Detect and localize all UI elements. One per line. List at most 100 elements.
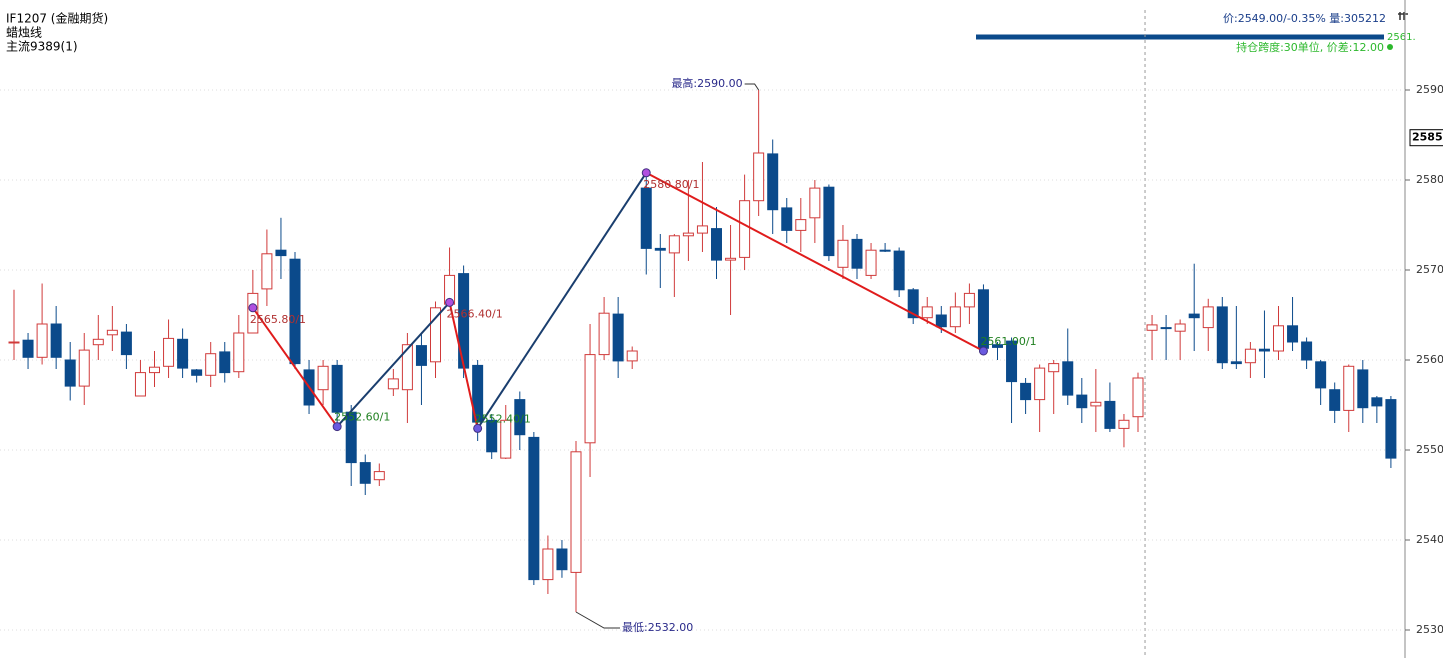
candle-body xyxy=(556,548,568,571)
y-tick-label: 2560 xyxy=(1416,353,1443,366)
candle-body xyxy=(809,187,821,219)
zigzag-point xyxy=(473,423,483,433)
candle-body xyxy=(134,372,146,397)
candle-body xyxy=(753,152,765,202)
candle-body xyxy=(626,350,638,362)
candle-body xyxy=(1132,377,1144,418)
candle-body xyxy=(1230,361,1242,365)
candle-body xyxy=(1216,306,1228,364)
candle-body xyxy=(472,364,484,423)
y-tick-label: 2570 xyxy=(1416,263,1443,276)
candle-body xyxy=(486,419,498,453)
candle-body xyxy=(78,349,90,387)
candle-body xyxy=(1104,400,1116,429)
contract: 主流9389(1) xyxy=(6,40,78,54)
candle-body xyxy=(1174,323,1186,332)
candle-body xyxy=(261,253,273,290)
candle-body xyxy=(992,344,1003,348)
candle-body xyxy=(921,306,933,319)
candle-body xyxy=(725,257,737,261)
candle-body xyxy=(1357,369,1369,409)
candle-body xyxy=(205,353,217,376)
candle-body xyxy=(1301,341,1313,361)
quote: 价:2549.00/-0.35% 量:305212 xyxy=(1223,12,1386,25)
candle-body xyxy=(191,369,203,376)
zigzag-point xyxy=(248,303,258,313)
span-info: 持仓跨度:30单位, 价差:12.00 xyxy=(1236,40,1384,54)
zigzag-label: 2552.40/1 xyxy=(475,412,531,425)
candle-body xyxy=(331,364,343,413)
candle-body xyxy=(528,436,540,581)
candle-body xyxy=(711,228,722,261)
candle-body xyxy=(612,313,624,362)
candle-body xyxy=(64,359,76,387)
toolbar-icon xyxy=(1398,12,1408,20)
candle-body xyxy=(795,219,807,231)
candle-body xyxy=(106,329,118,336)
candle-body xyxy=(1371,397,1383,407)
annotation-label: 最高:2590.00 xyxy=(671,76,742,90)
candle-body xyxy=(1244,348,1256,364)
candle-body xyxy=(1146,324,1158,331)
zigzag-label: 2580.80/1 xyxy=(643,178,699,191)
candle-body xyxy=(514,399,526,436)
candle-body xyxy=(401,344,413,391)
zigzag-point xyxy=(978,346,988,356)
y-tick-label: 2540 xyxy=(1416,533,1443,546)
candle-body xyxy=(1258,348,1270,352)
annotation-label: 最低:2532.00 xyxy=(622,621,693,634)
y-tick-label: 2580 xyxy=(1416,173,1443,186)
zigzag-segment xyxy=(476,172,648,429)
candle-body xyxy=(542,548,554,581)
span-label: 2561. xyxy=(1387,32,1416,43)
candle-body xyxy=(275,249,287,257)
candle-body xyxy=(907,289,919,319)
candle-body xyxy=(1343,365,1355,411)
candle-body xyxy=(36,323,48,358)
candle-body xyxy=(935,314,947,328)
candle-body xyxy=(92,338,104,346)
candle-body xyxy=(149,366,160,374)
candle-body xyxy=(359,462,371,484)
candle-body xyxy=(500,419,512,459)
candle-body xyxy=(1020,382,1032,401)
candle-body xyxy=(739,200,751,258)
candle-body xyxy=(963,292,975,308)
candle-body xyxy=(767,153,779,211)
current-price-label: 2585. xyxy=(1412,131,1443,144)
candle-body xyxy=(781,207,793,231)
candle-body xyxy=(289,258,301,365)
candle-body xyxy=(823,186,835,257)
candle-body xyxy=(1006,340,1018,383)
zigzag-point xyxy=(332,422,342,432)
candle-body xyxy=(1160,327,1172,330)
candle-body xyxy=(317,365,329,391)
candle-body xyxy=(1273,325,1284,352)
candle-body xyxy=(177,338,189,369)
zigzag-label: 2561.00/1 xyxy=(980,335,1036,348)
span-icon xyxy=(1387,44,1393,50)
candle-body xyxy=(1034,367,1046,401)
candle-body xyxy=(233,332,245,373)
zigzag-point xyxy=(641,168,651,178)
candle-body xyxy=(219,351,231,374)
candle-body xyxy=(1076,394,1088,409)
zigzag-label: 2552.60/1 xyxy=(334,411,390,424)
candle-body xyxy=(415,345,427,366)
candle-body xyxy=(1188,313,1200,319)
candle-body xyxy=(949,306,961,328)
zigzag-point xyxy=(445,297,455,307)
candle-body xyxy=(851,238,863,269)
candle-body xyxy=(387,378,399,390)
zigzag-label: 2565.80/1 xyxy=(250,313,306,326)
zigzag-label: 2566.40/1 xyxy=(447,307,503,320)
candle-body xyxy=(584,354,596,444)
candle-body xyxy=(163,337,175,367)
candle-body xyxy=(1329,389,1341,411)
symbol: IF1207 (金融期货) xyxy=(6,11,108,26)
candle-body xyxy=(598,312,610,356)
y-tick-label: 2590 xyxy=(1416,83,1443,96)
zigzag-segment xyxy=(448,302,479,429)
y-tick-label: 2530 xyxy=(1416,623,1443,636)
chart-kind: 蜡烛线 xyxy=(6,26,42,40)
